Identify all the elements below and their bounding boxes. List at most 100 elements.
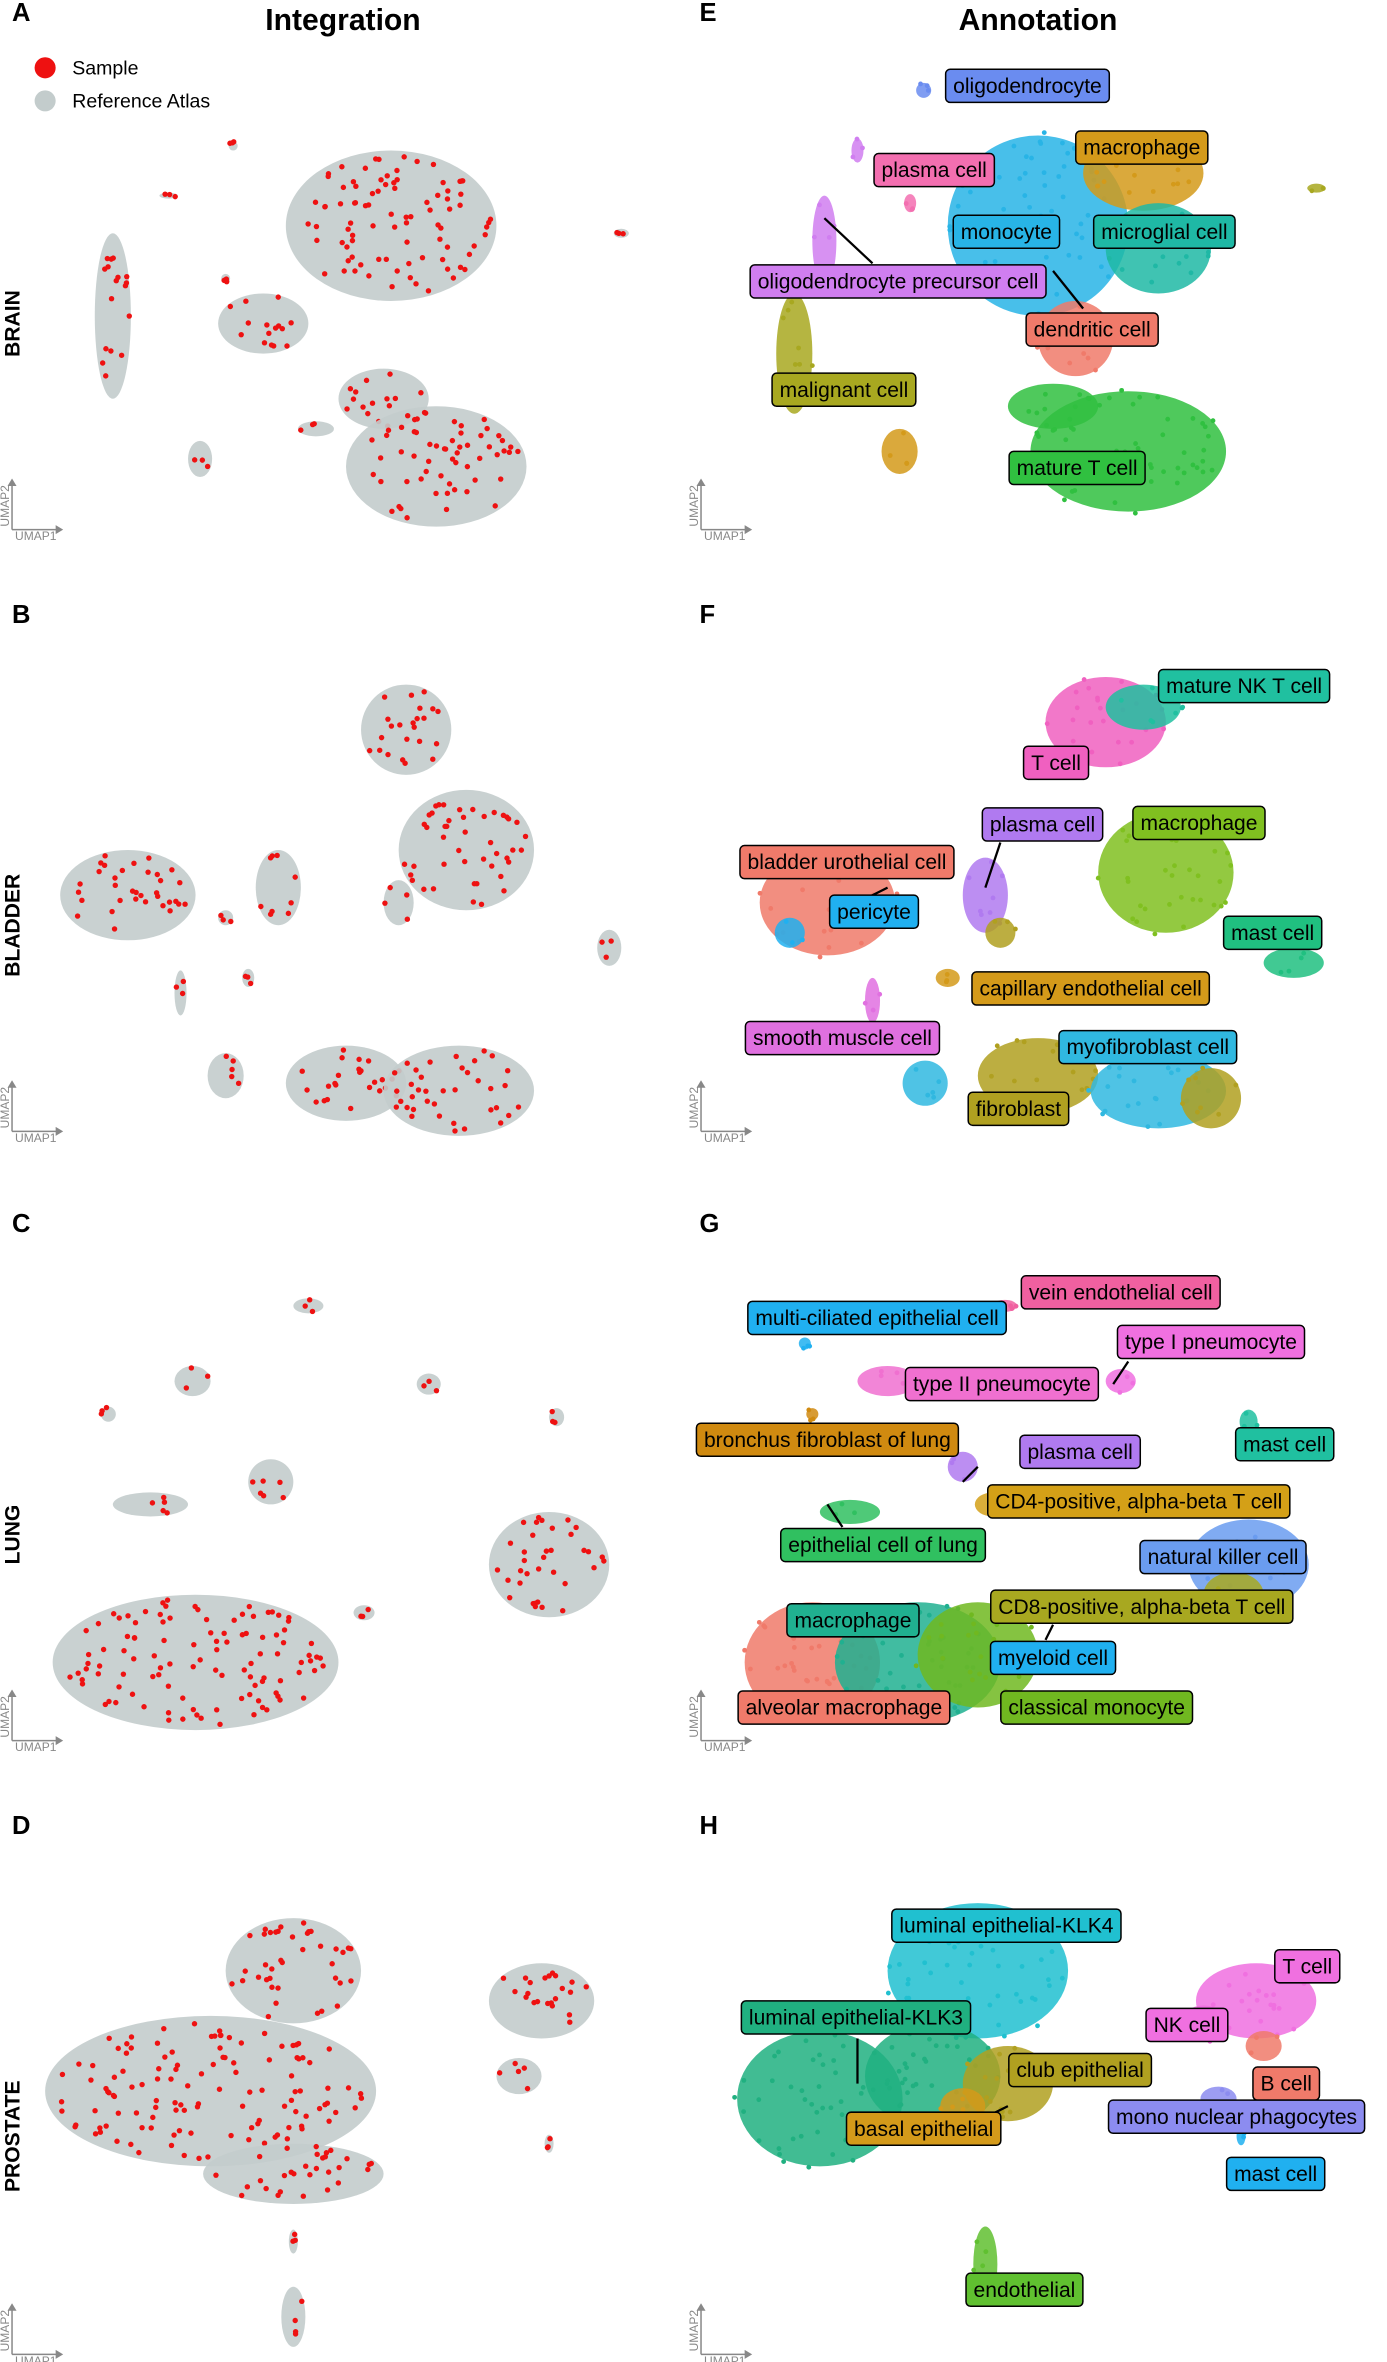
sample-cell — [279, 2043, 285, 2049]
sample-cell — [482, 231, 488, 238]
cluster — [864, 977, 881, 1024]
reference-cells — [383, 880, 414, 926]
sample-cell — [414, 715, 420, 722]
cell — [1195, 873, 1201, 879]
sample-cell — [120, 1671, 127, 1677]
sample-cell — [369, 190, 376, 197]
label-text: pericyte — [837, 901, 911, 924]
sample-cell — [145, 869, 151, 875]
sample-cell — [136, 2149, 142, 2156]
cell — [1115, 739, 1121, 745]
cell — [1106, 256, 1112, 261]
sample-cell — [129, 1691, 136, 1697]
sample-cell — [406, 260, 412, 267]
sample-cell — [388, 211, 394, 217]
cell — [970, 1677, 975, 1683]
sample-cell — [543, 1548, 550, 1554]
sample-cell — [194, 1712, 200, 1718]
label-text: myeloid cell — [998, 1647, 1108, 1670]
cell — [984, 2095, 989, 2100]
sample-cell — [387, 884, 393, 891]
cell — [1070, 1069, 1076, 1075]
sample-cell — [568, 1531, 574, 1538]
cell — [1120, 827, 1126, 833]
sample-cell — [424, 199, 430, 206]
cell — [936, 1079, 942, 1085]
sample-cell — [115, 274, 121, 281]
cluster — [962, 857, 1008, 933]
cell — [1161, 726, 1167, 732]
sample-cell — [190, 1706, 197, 1713]
sample-cell — [453, 1053, 459, 1060]
sample-cell — [345, 1945, 352, 1951]
sample-cell — [483, 224, 490, 230]
sample-cell — [444, 244, 451, 250]
cell — [913, 1066, 919, 1072]
sample-cell — [559, 1985, 565, 1992]
cell — [817, 202, 822, 208]
cell — [1001, 2033, 1007, 2039]
sample-cell — [458, 423, 464, 429]
cell — [1106, 1064, 1112, 1070]
integration-umap — [94, 139, 629, 527]
sample-cell — [358, 2095, 365, 2101]
cell-type-label: type I pneumocyte — [1116, 1324, 1306, 1360]
sample-cell — [442, 823, 448, 830]
sample-cell — [480, 856, 487, 862]
sample-cell — [306, 1297, 313, 1303]
cell — [1065, 150, 1071, 156]
sample-cell — [217, 2045, 223, 2051]
sample-cell — [229, 1066, 235, 1073]
sample-cell — [122, 283, 129, 289]
label-text: epithelial cell of lung — [788, 1534, 978, 1557]
cell — [1106, 274, 1111, 280]
sample-cell — [522, 1975, 529, 1981]
sample-cell — [218, 912, 224, 919]
umap-y-label: UMAP2 — [687, 2310, 701, 2352]
cell — [1178, 894, 1184, 900]
label-text: myofibroblast cell — [1067, 1036, 1230, 1059]
cell — [950, 2104, 955, 2110]
sample-cell — [393, 1104, 400, 1110]
label-box — [1025, 312, 1159, 347]
sample-cell — [274, 852, 280, 859]
sample-cell — [438, 473, 444, 479]
cell — [996, 2022, 1002, 2028]
cell-type-label: macrophage — [1132, 805, 1266, 841]
sample-cell — [95, 1671, 102, 1677]
cell — [971, 2267, 977, 2273]
sample-cell — [277, 1677, 284, 1684]
sample-cell — [389, 283, 395, 290]
cell — [1106, 395, 1112, 401]
sample-cell — [444, 490, 451, 497]
sample-cell — [521, 1557, 528, 1564]
sample-cell — [451, 487, 458, 493]
panel-letter: E — [700, 0, 717, 27]
sample-cell — [433, 741, 440, 747]
sample-cell — [504, 1067, 511, 1074]
cell — [967, 189, 973, 195]
sample-cell — [252, 1682, 258, 1689]
label-text: classical monocyte — [1008, 1697, 1185, 1720]
cell — [809, 2101, 815, 2107]
cell — [1041, 130, 1047, 136]
sample-cell — [150, 1673, 156, 1680]
sample-cell — [243, 298, 249, 304]
cell — [1212, 848, 1218, 854]
sample-cell — [496, 2070, 503, 2076]
sample-cell — [124, 273, 130, 280]
sample-cell — [231, 2060, 237, 2066]
sample-cell — [208, 1630, 214, 1636]
sample-cell — [148, 2125, 154, 2131]
cell-type-label: T cell — [1274, 1948, 1341, 1984]
sample-cell — [522, 833, 529, 840]
cell — [1077, 392, 1083, 398]
sample-cell — [238, 2040, 245, 2046]
sample-cell — [123, 2050, 130, 2056]
cell — [990, 895, 996, 901]
label-box — [744, 1020, 941, 1056]
sample-cell — [319, 2008, 325, 2014]
cell — [732, 2094, 738, 2100]
cell — [1054, 291, 1060, 297]
label-box — [990, 1589, 1294, 1625]
